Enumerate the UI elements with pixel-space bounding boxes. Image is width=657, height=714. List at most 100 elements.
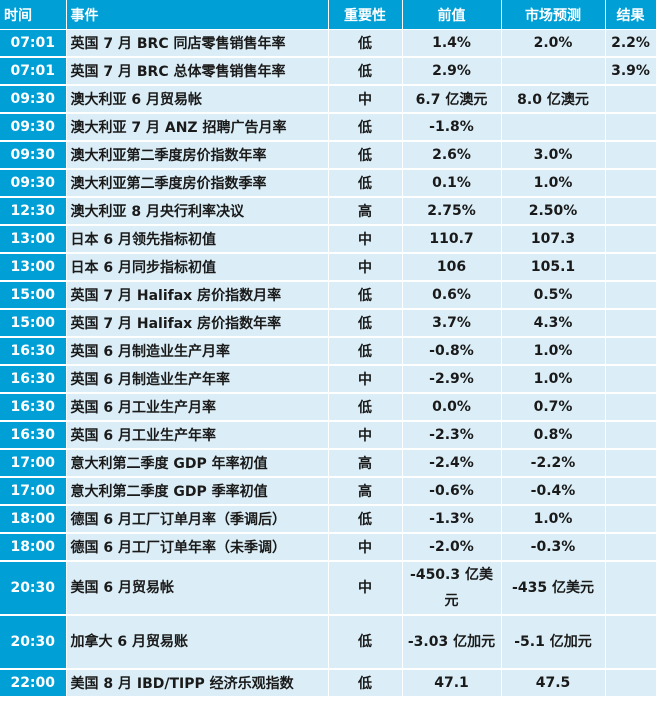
importance-cell: 中 xyxy=(328,561,403,616)
importance-cell: 低 xyxy=(328,309,403,338)
table-row: 07:01 英国 7 月 BRC 总体零售销售年率低 2.9% 3.9% xyxy=(0,57,657,86)
event-cell: 澳大利亚第二季度房价指数年率 xyxy=(66,141,329,170)
time-cell: 20:30 xyxy=(0,561,67,616)
result-value-cell: 3.9% xyxy=(605,57,657,86)
event-cell: 美国 8 月 IBD/TIPP 经济乐观指数 xyxy=(66,669,329,698)
previous-value-cell: 2.6% xyxy=(402,141,502,170)
importance-cell: 中 xyxy=(328,533,403,562)
result-value-cell xyxy=(605,615,657,670)
table-row: 16:30 英国 6 月工业生产年率中 -2.3% 0.8% xyxy=(0,421,657,450)
time-cell: 20:30 xyxy=(0,615,67,670)
previous-value-cell: -2.3% xyxy=(402,421,502,450)
previous-value-cell: -3.03 亿加元 xyxy=(402,615,502,670)
result-value-cell xyxy=(605,281,657,310)
previous-value-cell: 0.0% xyxy=(402,393,502,422)
forecast-value-cell xyxy=(501,57,606,86)
importance-cell: 低 xyxy=(328,669,403,698)
event-cell: 英国 7 月 Halifax 房价指数月率 xyxy=(66,281,329,310)
time-cell: 09:30 xyxy=(0,141,67,170)
table-row: 09:30 澳大利亚第二季度房价指数季率低 0.1% 1.0% xyxy=(0,169,657,198)
forecast-value-cell: -0.4% xyxy=(501,477,606,506)
table-row: 13:00 日本 6 月领先指标初值中 110.7 107.3 xyxy=(0,225,657,254)
time-cell: 17:00 xyxy=(0,477,67,506)
table-row: 15:00 英国 7 月 Halifax 房价指数月率低 0.6% 0.5% xyxy=(0,281,657,310)
forecast-value-cell: -0.3% xyxy=(501,533,606,562)
importance-cell: 高 xyxy=(328,449,403,478)
result-value-cell xyxy=(605,113,657,142)
importance-cell: 低 xyxy=(328,615,403,670)
economic-calendar-table: 时间 事件 重要性 前值 市场预测 结果 07:01 英国 7 月 BRC 同店零… xyxy=(0,0,657,698)
result-value-cell xyxy=(605,253,657,282)
event-cell: 德国 6 月工厂订单年率（未季调） xyxy=(66,533,329,562)
time-cell: 09:30 xyxy=(0,85,67,114)
event-cell: 英国 6 月工业生产年率 xyxy=(66,421,329,450)
time-cell: 22:00 xyxy=(0,669,67,698)
importance-cell: 中 xyxy=(328,225,403,254)
table-row: 20:30 美国 6 月贸易帐中 -450.3 亿美元 -435 亿美元 xyxy=(0,561,657,616)
forecast-value-cell: 1.0% xyxy=(501,365,606,394)
forecast-value-cell: -5.1 亿加元 xyxy=(501,615,606,670)
event-cell: 意大利第二季度 GDP 季率初值 xyxy=(66,477,329,506)
header-previous: 前值 xyxy=(402,0,502,30)
previous-value-cell: -450.3 亿美元 xyxy=(402,561,502,616)
importance-cell: 低 xyxy=(328,505,403,534)
previous-value-cell: -2.9% xyxy=(402,365,502,394)
time-cell: 16:30 xyxy=(0,421,67,450)
previous-value-cell: -2.0% xyxy=(402,533,502,562)
header-importance: 重要性 xyxy=(328,0,403,30)
forecast-value-cell xyxy=(501,113,606,142)
table-row: 13:00 日本 6 月同步指标初值中 106 105.1 xyxy=(0,253,657,282)
time-cell: 16:30 xyxy=(0,337,67,366)
forecast-value-cell: 4.3% xyxy=(501,309,606,338)
importance-cell: 低 xyxy=(328,141,403,170)
event-cell: 英国 6 月制造业生产月率 xyxy=(66,337,329,366)
forecast-value-cell: 0.7% xyxy=(501,393,606,422)
time-cell: 16:30 xyxy=(0,365,67,394)
forecast-value-cell: 2.50% xyxy=(501,197,606,226)
result-value-cell xyxy=(605,421,657,450)
time-cell: 13:00 xyxy=(0,225,67,254)
time-cell: 07:01 xyxy=(0,29,67,58)
forecast-value-cell: 1.0% xyxy=(501,337,606,366)
result-value-cell xyxy=(605,141,657,170)
forecast-value-cell: 105.1 xyxy=(501,253,606,282)
previous-value-cell: 0.1% xyxy=(402,169,502,198)
forecast-value-cell: 8.0 亿澳元 xyxy=(501,85,606,114)
importance-cell: 中 xyxy=(328,85,403,114)
result-value-cell xyxy=(605,533,657,562)
time-cell: 09:30 xyxy=(0,169,67,198)
previous-value-cell: 2.9% xyxy=(402,57,502,86)
time-cell: 18:00 xyxy=(0,505,67,534)
table-row: 20:30 加拿大 6 月贸易账低 -3.03 亿加元 -5.1 亿加元 xyxy=(0,615,657,670)
importance-cell: 低 xyxy=(328,57,403,86)
header-event: 事件 xyxy=(66,0,329,30)
table-row: 09:30 澳大利亚 6 月贸易帐中 6.7 亿澳元 8.0 亿澳元 xyxy=(0,85,657,114)
result-value-cell xyxy=(605,393,657,422)
event-cell: 澳大利亚 6 月贸易帐 xyxy=(66,85,329,114)
table-row: 22:00 美国 8 月 IBD/TIPP 经济乐观指数低 47.1 47.5 xyxy=(0,669,657,698)
importance-cell: 中 xyxy=(328,421,403,450)
result-value-cell xyxy=(605,169,657,198)
table-row: 18:00 德国 6 月工厂订单月率（季调后）低 -1.3% 1.0% xyxy=(0,505,657,534)
table-row: 17:00 意大利第二季度 GDP 季率初值高 -0.6% -0.4% xyxy=(0,477,657,506)
result-value-cell xyxy=(605,225,657,254)
forecast-value-cell: 1.0% xyxy=(501,505,606,534)
previous-value-cell: 2.75% xyxy=(402,197,502,226)
result-value-cell xyxy=(605,477,657,506)
forecast-value-cell: 107.3 xyxy=(501,225,606,254)
importance-cell: 中 xyxy=(328,365,403,394)
previous-value-cell: 6.7 亿澳元 xyxy=(402,85,502,114)
result-value-cell xyxy=(605,309,657,338)
event-cell: 加拿大 6 月贸易账 xyxy=(66,615,329,670)
header-forecast: 市场预测 xyxy=(501,0,606,30)
previous-value-cell: 110.7 xyxy=(402,225,502,254)
event-cell: 日本 6 月同步指标初值 xyxy=(66,253,329,282)
table-header-row: 时间 事件 重要性 前值 市场预测 结果 xyxy=(0,0,657,30)
table-row: 07:01 英国 7 月 BRC 同店零售销售年率低 1.4% 2.0% 2.2% xyxy=(0,29,657,58)
importance-cell: 低 xyxy=(328,29,403,58)
result-value-cell xyxy=(605,505,657,534)
forecast-value-cell: 0.8% xyxy=(501,421,606,450)
time-cell: 12:30 xyxy=(0,197,67,226)
event-cell: 日本 6 月领先指标初值 xyxy=(66,225,329,254)
event-cell: 英国 7 月 BRC 同店零售销售年率 xyxy=(66,29,329,58)
